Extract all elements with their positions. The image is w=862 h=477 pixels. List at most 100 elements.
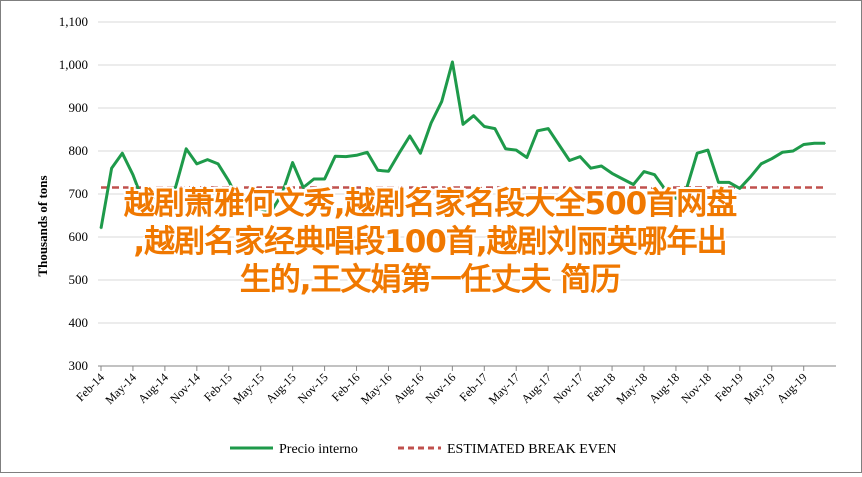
x-tick-label: Aug-18	[646, 370, 682, 406]
data-point	[728, 181, 730, 184]
legend-label-break-even: ESTIMATED BREAK EVEN	[447, 442, 617, 457]
data-point	[739, 187, 741, 190]
data-point	[813, 142, 816, 145]
data-point	[281, 193, 283, 195]
data-point	[760, 163, 762, 165]
x-tick-label: Feb-18	[584, 370, 618, 404]
data-point	[643, 170, 645, 173]
data-point	[685, 187, 688, 190]
y-tick-label: 300	[69, 358, 89, 373]
data-point	[334, 155, 337, 157]
data-point	[206, 158, 209, 161]
legend-label-precio-interno: Precio interno	[279, 442, 358, 457]
x-tick-label: May-19	[741, 370, 778, 407]
data-point	[589, 167, 592, 169]
x-tick-label: May-15	[230, 370, 267, 407]
x-tick-label: May-16	[358, 370, 395, 407]
x-tick-label: Feb-19	[712, 370, 746, 404]
x-tick-label: Nov-16	[423, 370, 459, 406]
data-point	[196, 163, 198, 165]
data-point	[483, 125, 486, 128]
data-point	[802, 143, 805, 146]
data-point	[536, 129, 539, 132]
data-point	[440, 100, 443, 103]
data-point	[238, 201, 241, 204]
data-point	[430, 122, 432, 124]
x-tick-label: Aug-14	[135, 370, 171, 406]
x-tick-label: Aug-17	[518, 370, 554, 406]
data-point	[632, 183, 635, 186]
data-point	[579, 155, 581, 158]
y-axis-ticks: 300 400 500 600 700 800 900 1,000 1,100	[59, 14, 88, 373]
x-tick-label: Nov-17	[550, 370, 586, 406]
gridlines	[98, 21, 836, 324]
data-point	[132, 173, 134, 176]
y-tick-label: 600	[69, 229, 89, 244]
data-point	[355, 154, 358, 157]
data-point	[227, 180, 230, 182]
data-point	[419, 152, 422, 154]
x-tick-label: Feb-16	[329, 370, 363, 404]
data-point	[824, 142, 826, 145]
data-point	[770, 157, 773, 160]
x-tick-label: Aug-16	[391, 370, 427, 406]
data-point	[611, 172, 613, 175]
data-point	[494, 127, 496, 130]
data-point	[313, 178, 315, 180]
data-point	[387, 170, 390, 173]
data-point	[398, 152, 400, 154]
data-point	[270, 210, 273, 212]
data-point	[121, 152, 124, 154]
data-point	[558, 143, 560, 146]
data-point	[451, 61, 454, 63]
data-point	[259, 208, 262, 210]
y-tick-label: 800	[69, 143, 89, 158]
overlay-line-1: 越剧萧雅何文秀,越剧名家名段大全500首网盘	[123, 186, 737, 222]
data-point	[366, 151, 368, 154]
data-point	[526, 156, 528, 159]
x-tick-label: Nov-18	[678, 370, 714, 406]
data-point	[621, 178, 624, 180]
x-tick-label: Nov-15	[295, 370, 331, 406]
data-point	[504, 148, 507, 150]
data-point	[792, 150, 794, 152]
data-point	[675, 197, 677, 200]
x-tick-label: Aug-19	[774, 370, 810, 406]
data-point	[377, 169, 379, 172]
data-point	[462, 123, 464, 126]
overlay-line-3: 生的,王文娟第一任丈夫 简历	[239, 262, 622, 298]
y-tick-label: 700	[69, 186, 89, 201]
y-tick-label: 500	[69, 272, 89, 287]
data-point	[110, 167, 113, 169]
y-axis-label: Thousands of tons	[35, 175, 50, 276]
data-point	[174, 186, 177, 189]
data-point	[600, 165, 603, 167]
x-tick-label: May-18	[613, 370, 650, 407]
data-point	[472, 114, 475, 117]
data-point	[100, 227, 102, 230]
x-tick-label: May-14	[102, 370, 139, 407]
data-point	[781, 151, 784, 154]
x-tick-label: May-17	[486, 370, 523, 407]
data-point	[547, 127, 549, 130]
data-point	[142, 201, 145, 204]
x-tick-label: Aug-15	[263, 370, 299, 406]
overlay-caption: 越剧萧雅何文秀,越剧名家名段大全500首网盘 ,越剧名家经典唱段100首,越剧刘…	[10, 185, 850, 299]
data-point	[302, 186, 305, 189]
data-point	[515, 149, 518, 151]
data-point	[408, 135, 411, 137]
data-point	[707, 149, 709, 151]
data-point	[696, 152, 699, 154]
data-point	[653, 173, 656, 176]
x-tick-label: Feb-17	[456, 370, 490, 404]
data-point	[749, 176, 752, 178]
overlay-line-2: ,越剧名家经典唱段100首,越剧刘丽英哪年出	[133, 224, 727, 260]
data-point	[717, 181, 720, 184]
data-point	[345, 155, 347, 158]
x-tick-label: Feb-14	[73, 370, 107, 404]
x-tick-label: Nov-14	[167, 370, 203, 406]
series-group	[99, 60, 826, 230]
data-point	[568, 159, 571, 162]
